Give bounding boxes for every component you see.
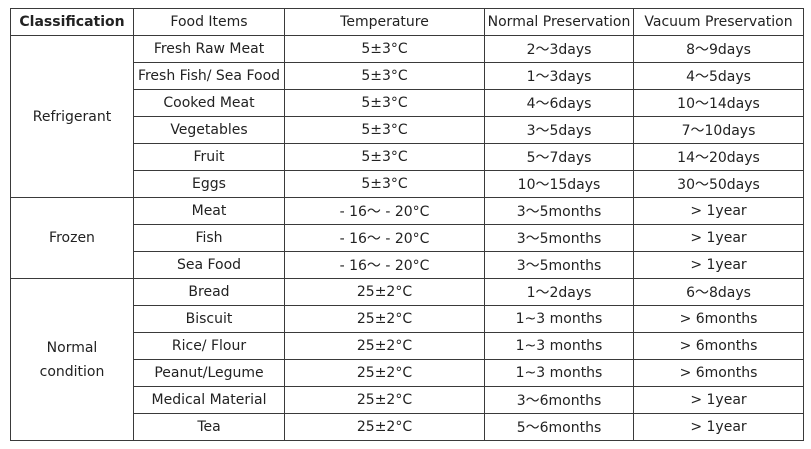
- temperature-cell: 5±3°C: [284, 116, 485, 144]
- food-item-cell: Vegetables: [133, 116, 285, 144]
- temperature-cell: 5±3°C: [284, 89, 485, 117]
- food-item-cell: Bread: [133, 278, 285, 306]
- temperature-cell: 25±2°C: [284, 413, 485, 441]
- temperature-cell: 25±2°C: [284, 305, 485, 333]
- normal-preservation-cell: 2～3days: [484, 35, 634, 63]
- temperature-cell: 5±3°C: [284, 35, 485, 63]
- header-row: Classification Food Items Temperature No…: [10, 8, 804, 36]
- vacuum-preservation-cell: 30～50days: [633, 170, 804, 198]
- vacuum-preservation-cell: 8～9days: [633, 35, 804, 63]
- normal-preservation-cell: 1~3 months: [484, 359, 634, 387]
- table-row: Medical Material 25±2°C 3～6months > 1year: [11, 386, 804, 414]
- preservation-table: Classification Food Items Temperature No…: [10, 8, 804, 441]
- classification-cell: Frozen: [10, 197, 134, 279]
- vacuum-preservation-cell: 6～8days: [633, 278, 804, 306]
- normal-preservation-cell: 3～5months: [484, 224, 634, 252]
- table-row: Normal condition Bread 25±2°C 1～2days 6～8day…: [10, 278, 804, 441]
- table-row: Fruit 5±3°C 5～7days 14～20days: [11, 143, 804, 171]
- food-item-cell: Sea Food: [133, 251, 285, 279]
- table-row: Cooked Meat 5±3°C 4～6days 10～14days: [11, 89, 804, 117]
- temperature-cell: 25±2°C: [284, 278, 485, 306]
- food-item-cell: Fresh Fish/ Sea Food: [133, 62, 285, 90]
- table-row: Biscuit 25±2°C 1~3 months > 6months: [11, 305, 804, 333]
- food-item-cell: Fish: [133, 224, 285, 252]
- table-row: Tea 25±2°C 5～6months > 1year: [11, 413, 804, 441]
- table-row: Fish - 16～ - 20°C 3～5months > 1year: [11, 224, 804, 252]
- temperature-cell: - 16～ - 20°C: [284, 224, 485, 252]
- normal-preservation-cell: 1~3 months: [484, 332, 634, 360]
- vacuum-preservation-cell: 7～10days: [633, 116, 804, 144]
- normal-preservation-cell: 3～6months: [484, 386, 634, 414]
- classification-cell: Refrigerant: [10, 35, 134, 198]
- food-item-cell: Rice/ Flour: [133, 332, 285, 360]
- normal-preservation-cell: 10～15days: [484, 170, 634, 198]
- normal-preservation-cell: 1~3 months: [484, 305, 634, 333]
- table-row: Frozen Meat - 16～ - 20°C 3～5months > 1year: [10, 197, 804, 279]
- temperature-cell: 25±2°C: [284, 332, 485, 360]
- food-item-cell: Biscuit: [133, 305, 285, 333]
- temperature-cell: 25±2°C: [284, 359, 485, 387]
- header-normal-preservation: Normal Preservation: [484, 8, 634, 36]
- table-row: Vegetables 5±3°C 3～5days 7～10days: [11, 116, 804, 144]
- temperature-cell: 5±3°C: [284, 170, 485, 198]
- vacuum-preservation-cell: > 6months: [633, 305, 804, 333]
- temperature-cell: 25±2°C: [284, 386, 485, 414]
- food-item-cell: Tea: [133, 413, 285, 441]
- normal-preservation-cell: 1～2days: [484, 278, 634, 306]
- header-vacuum-preservation: Vacuum Preservation: [633, 8, 804, 36]
- vacuum-preservation-cell: > 1year: [633, 386, 804, 414]
- food-item-cell: Fruit: [133, 143, 285, 171]
- temperature-cell: - 16～ - 20°C: [284, 251, 485, 279]
- vacuum-preservation-cell: 4～5days: [633, 62, 804, 90]
- vacuum-preservation-cell: 10～14days: [633, 89, 804, 117]
- table-row: Sea Food - 16～ - 20°C 3～5months > 1year: [11, 251, 804, 279]
- food-item-cell: Medical Material: [133, 386, 285, 414]
- normal-preservation-cell: 5～7days: [484, 143, 634, 171]
- food-item-cell: Peanut/Legume: [133, 359, 285, 387]
- normal-preservation-cell: 3～5days: [484, 116, 634, 144]
- temperature-cell: 5±3°C: [284, 62, 485, 90]
- vacuum-preservation-cell: > 6months: [633, 359, 804, 387]
- vacuum-preservation-cell: > 1year: [633, 224, 804, 252]
- food-item-cell: Meat: [133, 197, 285, 225]
- food-item-cell: Fresh Raw Meat: [133, 35, 285, 63]
- vacuum-preservation-cell: > 1year: [633, 251, 804, 279]
- table-row: Eggs 5±3°C 10～15days 30～50days: [11, 170, 804, 198]
- header-classification: Classification: [10, 8, 134, 36]
- normal-preservation-cell: 3～5months: [484, 251, 634, 279]
- normal-preservation-cell: 4～6days: [484, 89, 634, 117]
- classification-cell: Normal condition: [10, 278, 134, 441]
- vacuum-preservation-cell: > 1year: [633, 197, 804, 225]
- food-item-cell: Eggs: [133, 170, 285, 198]
- table-row: Fresh Fish/ Sea Food 5±3°C 1～3days 4～5days: [11, 62, 804, 90]
- vacuum-preservation-cell: > 6months: [633, 332, 804, 360]
- normal-preservation-cell: 3～5months: [484, 197, 634, 225]
- vacuum-preservation-cell: > 1year: [633, 413, 804, 441]
- normal-preservation-cell: 1～3days: [484, 62, 634, 90]
- vacuum-preservation-cell: 14～20days: [633, 143, 804, 171]
- table-body: Refrigerant Fresh Raw Meat 5±3°C 2～3days 8～9…: [10, 35, 804, 441]
- header-temperature: Temperature: [284, 8, 485, 36]
- food-item-cell: Cooked Meat: [133, 89, 285, 117]
- header-food-items: Food Items: [133, 8, 285, 36]
- temperature-cell: 5±3°C: [284, 143, 485, 171]
- temperature-cell: - 16～ - 20°C: [284, 197, 485, 225]
- normal-preservation-cell: 5～6months: [484, 413, 634, 441]
- table-row: Refrigerant Fresh Raw Meat 5±3°C 2～3days 8～9…: [10, 35, 804, 198]
